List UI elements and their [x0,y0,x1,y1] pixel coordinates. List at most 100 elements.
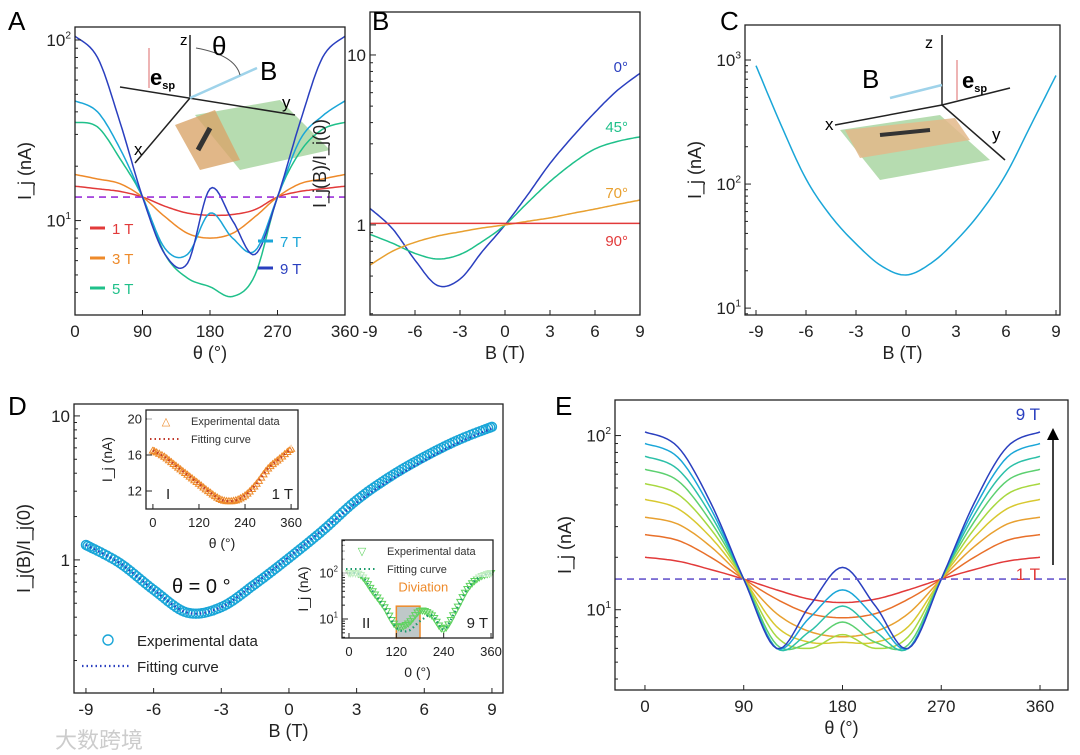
inset-legend-label: Fitting curve [387,564,447,576]
schematic-c-x-label: x [825,115,834,134]
series-line-70 [369,199,641,266]
data-point [363,581,373,589]
legend-marker [102,634,114,646]
data-point [326,517,337,529]
inset-field-label: 1 T [272,486,293,503]
y-tick-base: 16 [128,448,142,463]
x-tick-label: -9 [362,322,377,341]
y-tick-label: 12 [128,484,142,499]
y-tick-base: 1 [61,551,70,570]
x-tick-label: 9 [635,322,644,341]
data-point [168,600,179,611]
y-tick-label: 102 [46,30,71,50]
data-point [263,464,273,472]
legend-label: 9 T [280,261,301,278]
x-tick-label: 240 [433,644,455,659]
schematic-esp-label: e [150,65,162,90]
series-line-9T [644,431,1041,650]
data-point [334,509,345,521]
x-tick-label: 3 [951,322,960,341]
y-tick-label: 102 [586,426,611,446]
data-point [170,602,182,613]
x-tick-label: 3 [352,700,361,719]
y-axis-label: I_j (nA) [685,141,706,199]
data-point [337,507,348,518]
x-tick-label: -3 [452,322,467,341]
series-line-2T [644,533,1041,619]
y-tick-label: 1 [357,216,366,235]
legend-label: 3 T [112,251,133,268]
y-tick-base: 10 [319,566,333,581]
x-tick-label: 90 [133,322,152,341]
series-label: 70° [605,185,628,202]
panel-label: A [8,6,26,36]
data-point [242,489,252,497]
data-point [444,621,453,629]
y-axis-label: I_j (nA) [99,437,115,482]
data-point [380,604,389,612]
panel-label: B [372,6,389,36]
data-point [448,612,458,620]
y-tick-base: 10 [586,427,605,446]
x-tick-label: 0 [640,697,649,716]
legend-label: Experimental data [137,633,259,650]
data-point [286,444,296,452]
y-tick-label: 10 [51,407,70,426]
inset-legend-bg [343,541,492,577]
data-point [320,522,331,534]
schematic-c-b-label: B [862,64,879,94]
inset-id-label: II [362,615,370,632]
data-point [441,624,451,633]
x-tick-label: 6 [1001,322,1010,341]
y-axis-label: I_j(B)/I_j(0) [310,119,331,208]
series-line-9T [74,35,346,270]
panel-label: D [8,391,27,421]
data-point [396,624,406,632]
x-tick-label: 6 [420,700,429,719]
y-tick-exp: 1 [735,298,741,309]
x-tick-label: 0 [149,515,156,530]
data-point [328,515,340,526]
schematic-c-esp-sub: sp [974,83,987,95]
y-tick-label: 101 [716,298,741,318]
y-tick-exp: 1 [605,600,611,611]
y-axis-label: I_j (nA) [295,566,311,611]
schematic-a: z θ B y x I esp [119,31,330,170]
legend-label: 1 T [112,221,133,238]
plot-frame [744,24,1061,316]
legend-label: 7 T [280,234,301,251]
series-line-1T [74,185,346,217]
y-tick-exp: 2 [65,30,71,41]
schematic-theta-label: θ [212,31,226,61]
data-point [265,461,275,470]
x-tick-label: 90 [734,697,753,716]
data-point [323,520,334,531]
series-label: 90° [605,233,628,250]
data-point [429,615,439,623]
data-point [406,618,415,626]
series-line-7T [644,455,1041,652]
x-tick-label: 180 [196,322,224,341]
x-axis-label: θ (°) [824,718,858,738]
data-point [460,589,470,598]
data-point [408,615,418,623]
y-tick-base: 10 [46,31,65,50]
data-point [240,491,250,499]
arrow-up-icon [1047,428,1059,440]
series-label: 0° [614,59,628,76]
y-tick-exp: 2 [735,174,741,185]
top-field-label: 9 T [1016,405,1040,424]
watermark: 大数跨境 [55,728,143,753]
schematic-c: z B x y esp [825,35,1011,180]
series-line-5T [644,482,1041,650]
triangle-up-icon: △ [162,416,171,428]
y-tick-label: 16 [128,448,142,463]
inset-legend-label: Fitting curve [191,434,251,446]
inset-id-label: I [166,486,170,503]
series-line-8T [644,442,1041,651]
schematic-c-esp-label: e [962,68,974,93]
y-tick-base: 1 [357,216,366,235]
x-axis-label: θ (°) [209,535,236,551]
panel-label: E [555,391,572,421]
